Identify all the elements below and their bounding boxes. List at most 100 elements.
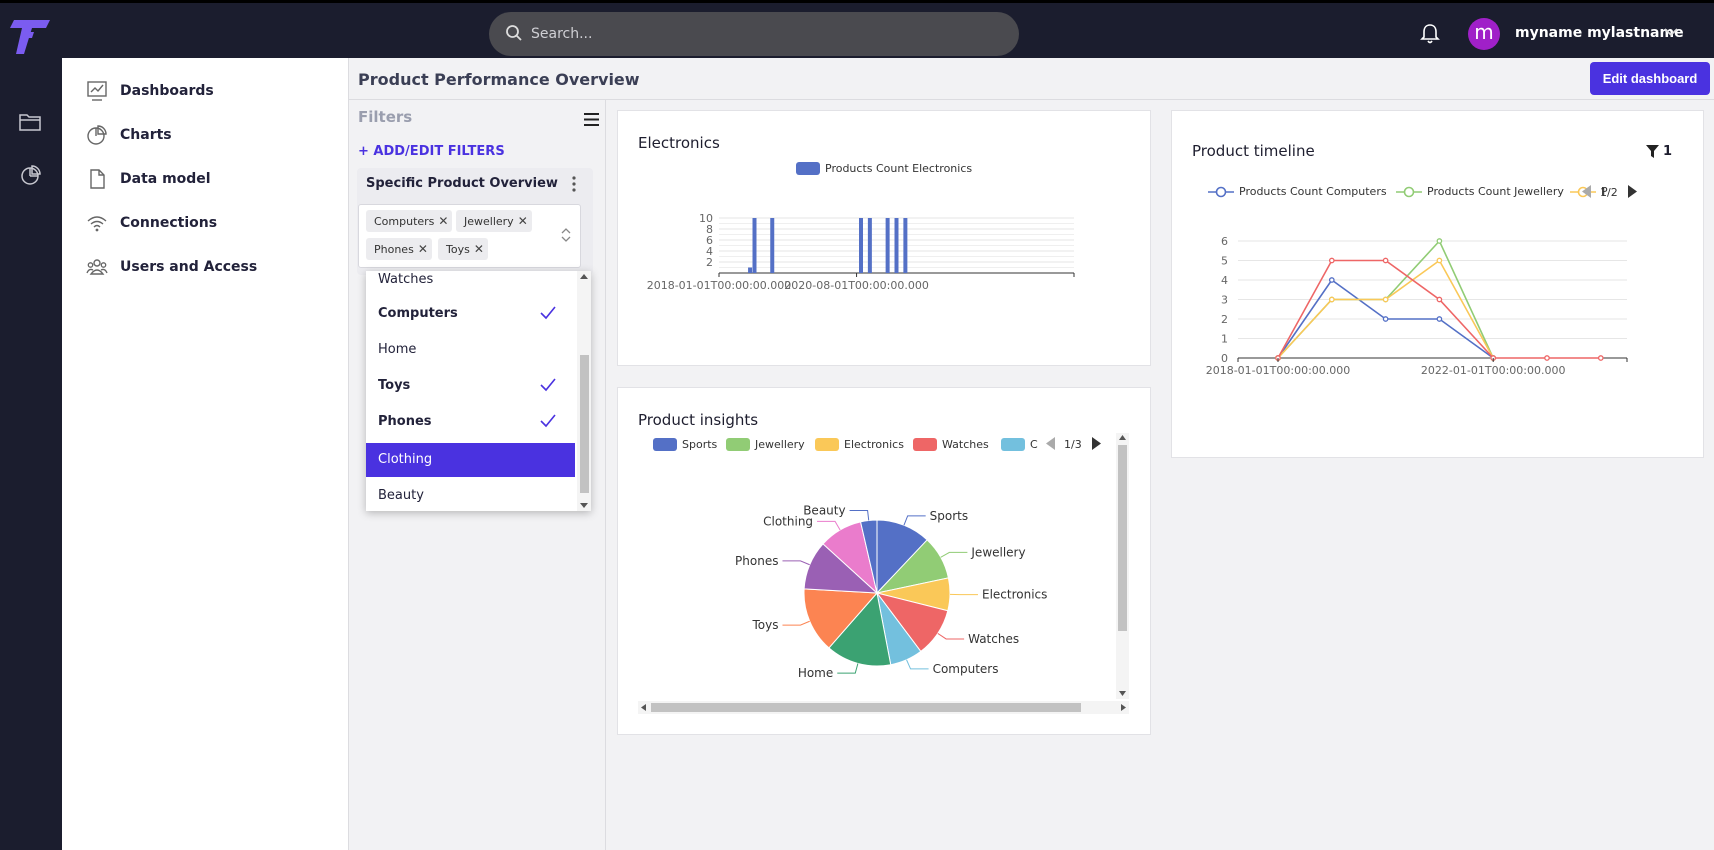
- label-leader-line: [937, 632, 965, 640]
- data-point: [1544, 355, 1550, 361]
- nav-item-label: Data model: [120, 171, 211, 187]
- folder-icon[interactable]: [19, 113, 41, 131]
- user-name[interactable]: myname mylastname: [1515, 25, 1684, 41]
- scroll-right-arrow-icon[interactable]: [1121, 704, 1126, 711]
- legend-prev-arrow-icon[interactable]: [1582, 185, 1591, 198]
- bar: [903, 218, 908, 273]
- nav-item-users-and-access[interactable]: Users and Access: [86, 255, 257, 279]
- label-leader-line: [817, 520, 841, 531]
- slice-label: Beauty: [803, 504, 845, 518]
- avatar[interactable]: m: [1468, 18, 1500, 50]
- legend-item[interactable]: Electronics: [815, 438, 904, 451]
- search-input[interactable]: [531, 22, 991, 46]
- legend-label: Products Count Computers: [1239, 185, 1387, 198]
- chip-label: Phones: [374, 243, 414, 256]
- legend-item[interactable]: Products Count Electronics: [796, 162, 972, 175]
- legend-prev-arrow-icon[interactable]: [1046, 437, 1055, 450]
- series-line: [1277, 259, 1494, 359]
- dropdown-option-beauty[interactable]: Beauty: [366, 479, 575, 511]
- dropdown-option-clothing[interactable]: Clothing: [366, 443, 575, 477]
- scrollbar-thumb[interactable]: [651, 703, 1081, 712]
- kebab-menu-icon[interactable]: [571, 176, 577, 192]
- slice-label: Clothing: [763, 514, 813, 528]
- vertical-scrollbar[interactable]: [1116, 433, 1129, 699]
- close-icon[interactable]: ✕: [417, 242, 428, 256]
- chevron-up-down-icon[interactable]: [561, 227, 571, 243]
- scroll-left-arrow-icon[interactable]: [641, 704, 646, 711]
- horizontal-scrollbar[interactable]: [638, 701, 1129, 714]
- notification-bell-icon[interactable]: [1420, 23, 1440, 45]
- dropdown-option-watches[interactable]: Watches: [366, 271, 575, 297]
- legend-item[interactable]: Products Count Jewellery: [1396, 185, 1564, 198]
- filter-chip: Toys ✕: [438, 238, 488, 260]
- y-tick-label: 1: [1221, 333, 1228, 346]
- dropdown-scrollbar[interactable]: [577, 271, 591, 511]
- hamburger-menu-icon[interactable]: [584, 113, 599, 126]
- product-insights-card: Product insights Sports Jewellery Electron…: [617, 387, 1151, 735]
- app-logo[interactable]: [8, 20, 50, 54]
- scroll-down-arrow-icon[interactable]: [580, 503, 588, 508]
- series-line: [1277, 259, 1601, 359]
- bar: [859, 218, 863, 273]
- nav-item-label: Connections: [120, 215, 218, 231]
- y-tick-label: 4: [706, 245, 713, 258]
- legend-item[interactable]: Jewellery: [726, 438, 805, 451]
- legend-next-arrow-icon[interactable]: [1092, 437, 1101, 450]
- dropdown-option-phones[interactable]: Phones: [366, 405, 575, 439]
- search-icon: [506, 25, 522, 41]
- bar: [752, 218, 757, 273]
- close-icon[interactable]: ✕: [473, 242, 484, 256]
- add-edit-filters-link[interactable]: + ADD/EDIT FILTERS: [358, 144, 505, 159]
- close-icon[interactable]: ✕: [438, 214, 449, 228]
- check-icon: [540, 414, 556, 428]
- chevron-down-icon[interactable]: [1664, 28, 1678, 37]
- scroll-up-arrow-icon[interactable]: [1119, 435, 1126, 440]
- nav-item-charts[interactable]: Charts: [86, 123, 172, 147]
- data-point: [1436, 238, 1443, 244]
- y-tick-label: 4: [1221, 274, 1228, 287]
- nav-item-dashboards[interactable]: Dashboards: [86, 79, 214, 103]
- scroll-down-arrow-icon[interactable]: [1119, 691, 1126, 696]
- legend-label: Products Count Electronics: [825, 162, 973, 175]
- dropdown-option-computers[interactable]: Computers: [366, 297, 575, 331]
- bar: [894, 218, 899, 273]
- close-icon[interactable]: ✕: [517, 214, 528, 228]
- scroll-up-arrow-icon[interactable]: [580, 274, 588, 279]
- legend-label: Electronics: [844, 438, 904, 451]
- scrollbar-thumb[interactable]: [580, 355, 589, 493]
- legend-item[interactable]: C: [1001, 438, 1038, 451]
- legend-item[interactable]: Watches: [913, 438, 989, 451]
- option-label: Toys: [378, 378, 411, 393]
- legend-swatch: [653, 438, 677, 451]
- multi-select-field[interactable]: Computers ✕ Jewellery ✕ Phones ✕ Toys ✕: [358, 204, 581, 268]
- nav-item-connections[interactable]: Connections: [86, 211, 217, 235]
- check-icon: [540, 378, 556, 392]
- y-tick-label: 6: [706, 234, 713, 247]
- label-leader-line: [903, 515, 926, 526]
- label-leader-line: [906, 659, 929, 670]
- data-point: [1382, 316, 1389, 322]
- edit-dashboard-button[interactable]: Edit dashboard: [1590, 62, 1710, 95]
- electronics-card: Electronics Products Count Electronics 2…: [617, 110, 1151, 366]
- data-point: [1328, 257, 1335, 264]
- legend-item[interactable]: Products Count Computers: [1208, 185, 1387, 198]
- slice-label: Watches: [968, 632, 1019, 646]
- bar: [867, 218, 872, 273]
- legend-next-arrow-icon[interactable]: [1628, 185, 1637, 198]
- card-title: Product insights: [638, 411, 759, 429]
- search-bar[interactable]: [489, 12, 1019, 56]
- scrollbar-thumb[interactable]: [1118, 445, 1127, 631]
- slice-label: Computers: [933, 662, 999, 676]
- left-rail: [0, 58, 62, 850]
- dashboard-chart-icon: [87, 81, 107, 101]
- nav-item-label: Charts: [120, 127, 172, 143]
- nav-item-data-model[interactable]: Data model: [86, 167, 211, 191]
- active-filter-indicator[interactable]: 1: [1646, 144, 1672, 159]
- legend-label: Products Count Jewellery: [1427, 185, 1564, 198]
- dropdown-option-toys[interactable]: Toys: [366, 369, 575, 403]
- pie-chart-icon[interactable]: [19, 164, 41, 186]
- dropdown-option-home[interactable]: Home: [366, 333, 575, 367]
- legend-item[interactable]: Sports: [653, 438, 717, 451]
- option-label: Home: [378, 342, 417, 357]
- label-leader-line: [940, 551, 968, 558]
